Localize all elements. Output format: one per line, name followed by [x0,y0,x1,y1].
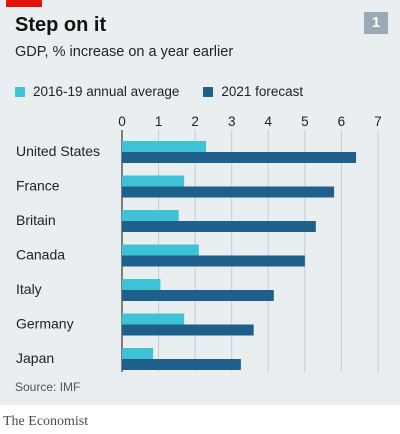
bar-2016-19-average [122,210,179,221]
bar-2016-19-average [122,348,154,359]
category-label: Germany [16,316,74,332]
bar-chart: 0 1 2 3 4 5 6 7 United States France Britain Canada… [16,114,382,372]
publication-credit: The Economist [3,414,89,429]
bar-2021-forecast [122,152,357,163]
chart-subtitle: GDP, % increase on a year earlier [15,44,234,60]
bar-2016-19-average [122,313,185,325]
x-tick-label: 2 [191,114,199,129]
legend-item-avg: 2016-19 annual average [15,84,179,99]
x-tick-label: 4 [265,114,273,129]
bar-2021-forecast [122,186,335,198]
x-tick-label: 1 [155,114,163,129]
legend-item-forecast: 2021 forecast [203,84,303,99]
bar-2021-forecast [122,359,241,370]
chart-card: Step on it 1 GDP, % increase on a year e… [0,0,400,405]
bar-2021-forecast [122,221,316,232]
bar-2021-forecast [122,255,305,267]
bar-2016-19-average [122,279,161,290]
bar-2021-forecast [122,290,274,301]
category-label: Japan [16,350,54,366]
bar-2016-19-average [122,244,199,256]
x-tick-label: 3 [228,114,236,129]
category-label: Canada [16,247,65,263]
legend-swatch-forecast [203,86,214,97]
x-tick-label: 7 [374,114,382,129]
category-label: France [16,178,60,194]
legend-label-avg: 2016-19 annual average [33,84,180,99]
category-label: Italy [16,281,42,297]
category-label: United States [16,143,100,159]
bar-2016-19-average [122,175,185,187]
legend-label-forecast: 2021 forecast [221,84,304,99]
chart-title: Step on it [15,14,107,36]
legend: 2016-19 annual average 2021 forecast [15,84,327,99]
x-tick-label: 6 [338,114,346,129]
bar-2016-19-average [122,141,207,152]
legend-swatch-avg [15,86,25,97]
source-note: Source: IMF [15,380,81,394]
red-tag [6,0,42,7]
category-label: Britain [16,212,56,228]
x-tick-label: 5 [301,114,309,129]
bar-2021-forecast [122,324,254,336]
x-tick-label: 0 [118,114,126,129]
chart-number-badge: 1 [364,12,388,34]
